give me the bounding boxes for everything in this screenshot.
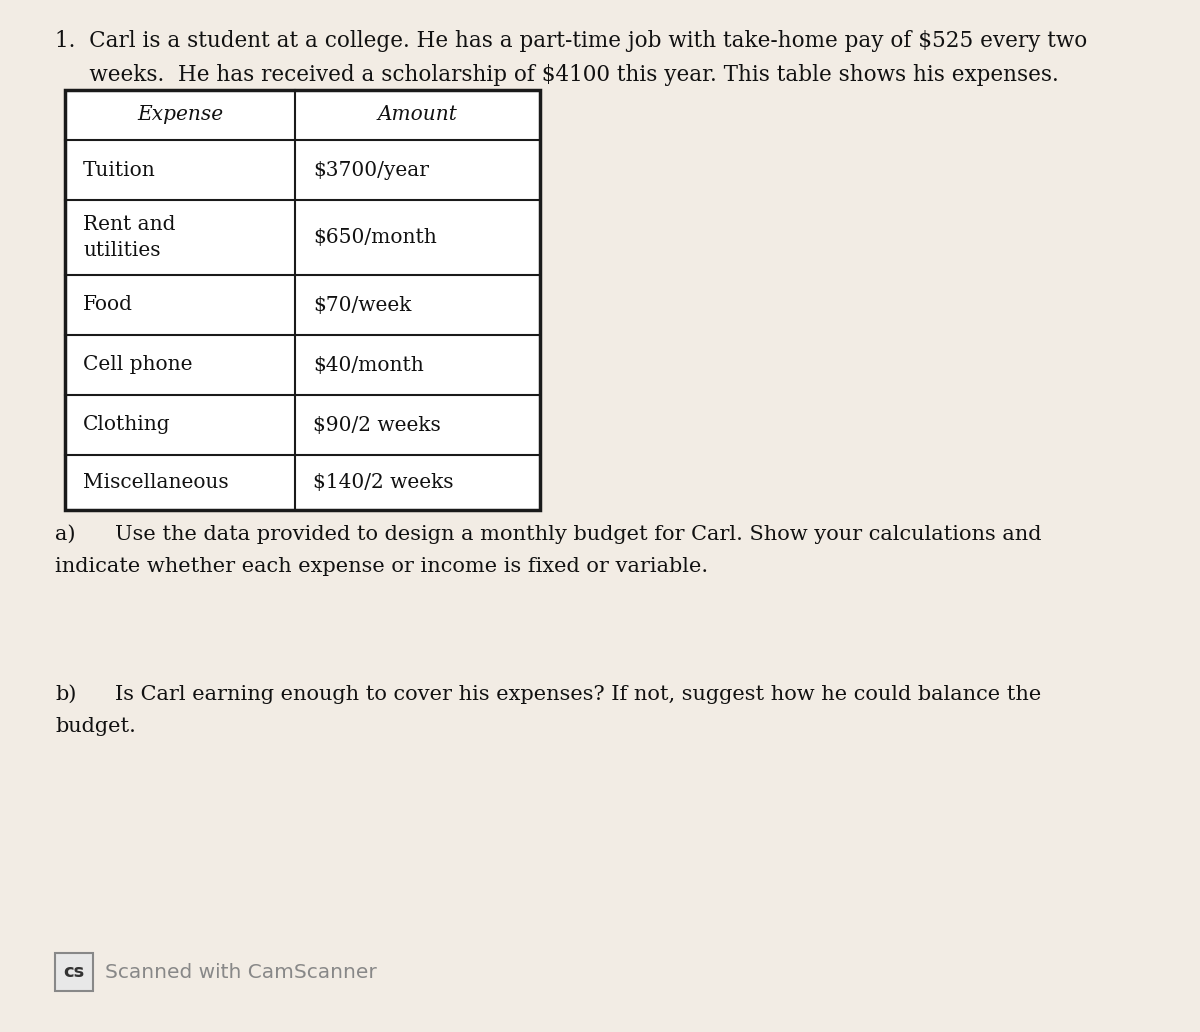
- Text: b): b): [55, 685, 77, 704]
- Text: cs: cs: [64, 963, 85, 981]
- Bar: [65, 90, 540, 510]
- Text: $90/2 weeks: $90/2 weeks: [313, 416, 440, 434]
- Text: Clothing: Clothing: [83, 416, 170, 434]
- Text: 1.  Carl is a student at a college. He has a part-time job with take-home pay of: 1. Carl is a student at a college. He ha…: [55, 30, 1087, 52]
- Text: weeks.  He has received a scholarship of $4100 this year. This table shows his e: weeks. He has received a scholarship of …: [55, 64, 1058, 86]
- Text: $650/month: $650/month: [313, 228, 437, 247]
- Text: $3700/year: $3700/year: [313, 161, 430, 180]
- Text: Tuition: Tuition: [83, 161, 156, 180]
- Text: Rent and
utilities: Rent and utilities: [83, 216, 175, 259]
- FancyBboxPatch shape: [55, 953, 94, 991]
- Text: Scanned with CamScanner: Scanned with CamScanner: [106, 963, 377, 981]
- Text: indicate whether each expense or income is fixed or variable.: indicate whether each expense or income …: [55, 557, 708, 576]
- Text: a): a): [55, 525, 76, 544]
- Text: Cell phone: Cell phone: [83, 355, 192, 375]
- Text: $40/month: $40/month: [313, 355, 424, 375]
- Text: $140/2 weeks: $140/2 weeks: [313, 473, 454, 492]
- Text: Expense: Expense: [137, 105, 223, 125]
- Text: Food: Food: [83, 295, 133, 315]
- Text: Is Carl earning enough to cover his expenses? If not, suggest how he could balan: Is Carl earning enough to cover his expe…: [115, 685, 1042, 704]
- Text: Use the data provided to design a monthly budget for Carl. Show your calculation: Use the data provided to design a monthl…: [115, 525, 1042, 544]
- Text: Amount: Amount: [378, 105, 457, 125]
- Text: Miscellaneous: Miscellaneous: [83, 473, 229, 492]
- Text: $70/week: $70/week: [313, 295, 412, 315]
- Text: budget.: budget.: [55, 717, 136, 736]
